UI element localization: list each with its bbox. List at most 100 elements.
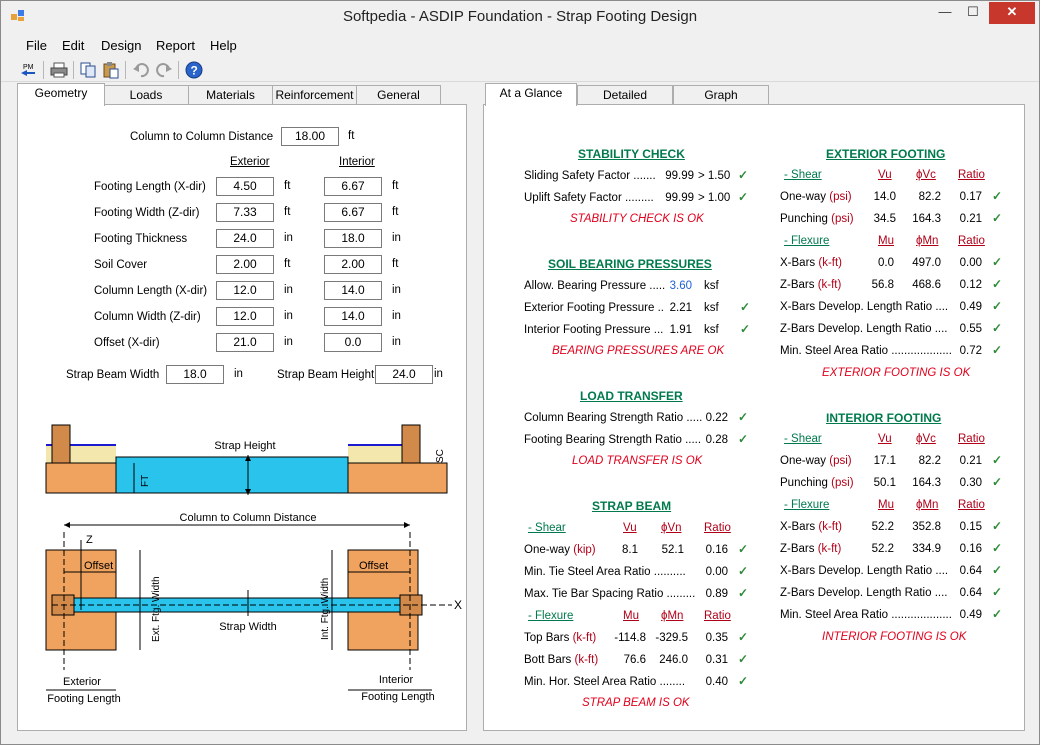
geo-int-input[interactable]: 14.0 bbox=[324, 307, 382, 326]
strap-phivn-header: ϕVn bbox=[661, 522, 682, 534]
geo-ext-input[interactable]: 21.0 bbox=[216, 333, 274, 352]
pm-back-icon[interactable]: PM bbox=[19, 61, 37, 79]
exterior-flex-mu: 0.0 bbox=[878, 257, 894, 269]
interior-shear-ratio: 0.21 bbox=[959, 455, 982, 467]
check-icon: ✓ bbox=[738, 674, 749, 688]
paste-icon[interactable] bbox=[102, 61, 120, 79]
geo-int-unit: ft bbox=[392, 206, 399, 218]
exterior-other-label: Min. Steel Area Ratio ..................… bbox=[780, 345, 952, 357]
tab-geometry[interactable]: Geometry bbox=[17, 83, 105, 106]
undo-icon[interactable] bbox=[132, 61, 150, 79]
close-button[interactable]: ✕ bbox=[989, 2, 1035, 24]
tab-graph[interactable]: Graph bbox=[673, 85, 769, 105]
help-icon[interactable]: ? bbox=[185, 61, 203, 79]
maximize-button[interactable]: ☐ bbox=[967, 4, 979, 19]
tab-loads[interactable]: Loads bbox=[103, 85, 189, 105]
exterior-shear-phivc: 82.2 bbox=[918, 191, 941, 203]
geo-ext-input[interactable]: 24.0 bbox=[216, 229, 274, 248]
title-bar: Softpedia - ASDIP Foundation - Strap Foo… bbox=[1, 1, 1039, 33]
interior-shear-vu: 17.1 bbox=[873, 455, 896, 467]
tab-materials[interactable]: Materials bbox=[188, 85, 273, 105]
menu-file[interactable]: File bbox=[26, 38, 47, 53]
interior-flex-ratio: 0.15 bbox=[959, 521, 982, 533]
check-icon: ✓ bbox=[992, 607, 1003, 621]
interior-vu-header: Vu bbox=[878, 433, 892, 445]
strap-shear-header: - Shear bbox=[528, 522, 566, 534]
exterior-header: Exterior bbox=[230, 156, 270, 168]
geo-ext-input[interactable]: 4.50 bbox=[216, 177, 274, 196]
geo-row-label: Column Length (X-dir) bbox=[94, 285, 208, 297]
strap-title: STRAP BEAM bbox=[592, 499, 672, 513]
tab-reinforcement[interactable]: Reinforcement bbox=[272, 85, 357, 105]
strap-flex-phimn: 246.0 bbox=[659, 654, 688, 666]
geo-ext-unit: ft bbox=[284, 180, 291, 192]
exterior-shear-phivc: 164.3 bbox=[912, 213, 941, 225]
print-icon[interactable] bbox=[50, 61, 68, 79]
stability-ok: STABILITY CHECK IS OK bbox=[570, 213, 704, 225]
beam-height-input[interactable]: 24.0 bbox=[375, 365, 433, 384]
load-row-value: 0.28 bbox=[705, 434, 728, 446]
geo-row-label: Footing Length (X-dir) bbox=[94, 181, 206, 193]
geo-int-unit: in bbox=[392, 284, 401, 296]
exterior-ratio2-header: Ratio bbox=[958, 235, 985, 247]
menu-design[interactable]: Design bbox=[101, 38, 142, 53]
tab-detailed[interactable]: Detailed bbox=[577, 85, 673, 105]
menu-report[interactable]: Report bbox=[156, 38, 196, 53]
soil-row-label: Allow. Bearing Pressure ..... bbox=[524, 280, 666, 292]
geo-ext-input[interactable]: 2.00 bbox=[216, 255, 274, 274]
check-icon: ✓ bbox=[738, 410, 749, 424]
beam-width-input[interactable]: 18.0 bbox=[166, 365, 224, 384]
redo-icon[interactable] bbox=[155, 61, 173, 79]
geo-int-input[interactable]: 2.00 bbox=[324, 255, 382, 274]
interior-flex-label: Z-Bars (k-ft) bbox=[780, 543, 842, 555]
check-icon: ✓ bbox=[992, 453, 1003, 467]
geo-ext-input[interactable]: 7.33 bbox=[216, 203, 274, 222]
c2c-input[interactable]: 18.00 bbox=[281, 127, 339, 146]
strap-flex-mu: -114.8 bbox=[614, 632, 646, 644]
toolbar-separator bbox=[125, 61, 126, 79]
ft-label: FT bbox=[140, 475, 151, 487]
load-row-label: Footing Bearing Strength Ratio ..... bbox=[524, 434, 702, 446]
geo-int-input[interactable]: 6.67 bbox=[324, 203, 382, 222]
tab-general[interactable]: General bbox=[356, 85, 441, 105]
interior-other-ratio: 0.64 bbox=[959, 565, 982, 577]
check-icon: ✓ bbox=[740, 322, 751, 336]
minimize-button[interactable]: — bbox=[938, 4, 952, 19]
geo-int-input[interactable]: 0.0 bbox=[324, 333, 382, 352]
exterior-shear-header: - Shear bbox=[784, 169, 822, 181]
interior-phimn-header: ϕMn bbox=[916, 499, 939, 511]
check-icon: ✓ bbox=[992, 211, 1003, 225]
window-title: Softpedia - ASDIP Foundation - Strap Foo… bbox=[342, 8, 698, 25]
check-icon: ✓ bbox=[992, 321, 1003, 335]
tab-at-a-glance[interactable]: At a Glance bbox=[485, 83, 577, 106]
exterior-mu-header: Mu bbox=[878, 235, 894, 247]
exterior-title: EXTERIOR FOOTING bbox=[826, 147, 946, 161]
interior-ratio-header: Ratio bbox=[958, 433, 985, 445]
geo-ext-input[interactable]: 12.0 bbox=[216, 307, 274, 326]
exterior-shear-vu: 14.0 bbox=[873, 191, 896, 203]
check-icon: ✓ bbox=[740, 300, 751, 314]
interior-shear-phivc: 82.2 bbox=[918, 455, 941, 467]
z-axis-label: Z bbox=[86, 534, 93, 546]
interior-title: INTERIOR FOOTING bbox=[826, 411, 942, 425]
menu-edit[interactable]: Edit bbox=[62, 38, 85, 53]
exterior-other-ratio: 0.49 bbox=[959, 301, 982, 313]
menu-help[interactable]: Help bbox=[210, 38, 237, 53]
check-icon: ✓ bbox=[992, 519, 1003, 533]
geo-int-unit: in bbox=[392, 310, 401, 322]
copy-icon[interactable] bbox=[79, 61, 97, 79]
soil-row-value: 3.60 bbox=[669, 280, 692, 292]
soil-row-value: 1.91 bbox=[669, 324, 692, 336]
interior-shear-ratio: 0.30 bbox=[959, 477, 982, 489]
interior-ok: INTERIOR FOOTING IS OK bbox=[822, 631, 967, 643]
load-ok: LOAD TRANSFER IS OK bbox=[572, 455, 703, 467]
exterior-phimn-header: ϕMn bbox=[916, 235, 939, 247]
geo-int-input[interactable]: 6.67 bbox=[324, 177, 382, 196]
geo-int-input[interactable]: 14.0 bbox=[324, 281, 382, 300]
check-icon: ✓ bbox=[738, 542, 749, 556]
check-icon: ✓ bbox=[992, 585, 1003, 599]
geo-ext-input[interactable]: 12.0 bbox=[216, 281, 274, 300]
app-icon bbox=[11, 10, 24, 21]
geo-int-input[interactable]: 18.0 bbox=[324, 229, 382, 248]
